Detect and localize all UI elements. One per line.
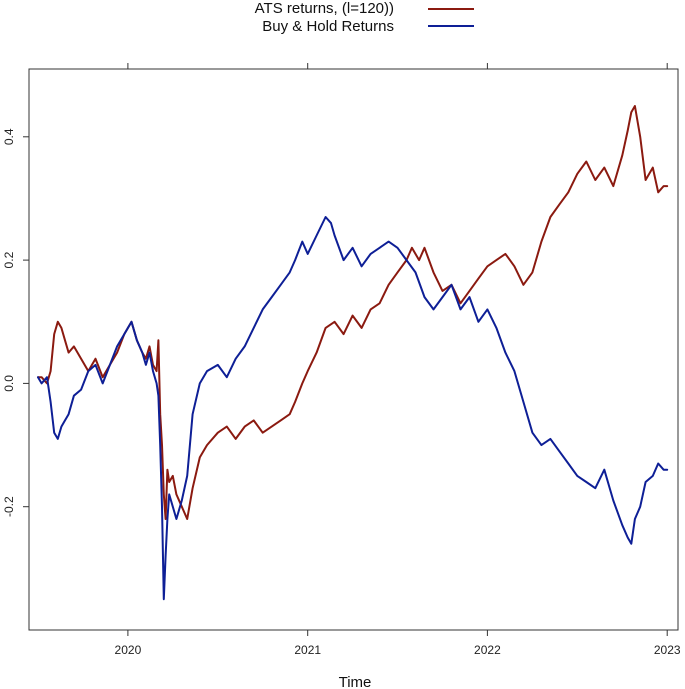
x-tick-label: 2023 xyxy=(654,643,681,657)
y-axis: -0.2 0.0 0.2 0.4 xyxy=(2,128,29,517)
y-tick-label: 0.4 xyxy=(2,128,16,145)
series-line-ats xyxy=(37,105,669,520)
series-layer xyxy=(37,105,669,601)
x-axis: 2020 2021 2022 2023 xyxy=(115,63,681,657)
y-tick-label: 0.0 xyxy=(2,375,16,392)
y-tick-label: 0.2 xyxy=(2,251,16,268)
legend: ATS returns, (l=120)) Buy & Hold Returns xyxy=(255,0,474,35)
x-tick-label: 2022 xyxy=(474,643,501,657)
legend-label-ats: ATS returns, (l=120)) xyxy=(255,0,394,17)
plot-frame xyxy=(28,68,679,631)
x-tick-label: 2020 xyxy=(115,643,142,657)
x-axis-title: Time xyxy=(339,674,372,689)
x-tick-label: 2021 xyxy=(294,643,321,657)
series-line-buy-hold xyxy=(37,216,669,601)
y-tick-label: -0.2 xyxy=(2,496,16,517)
legend-label-buy-hold: Buy & Hold Returns xyxy=(262,18,394,35)
